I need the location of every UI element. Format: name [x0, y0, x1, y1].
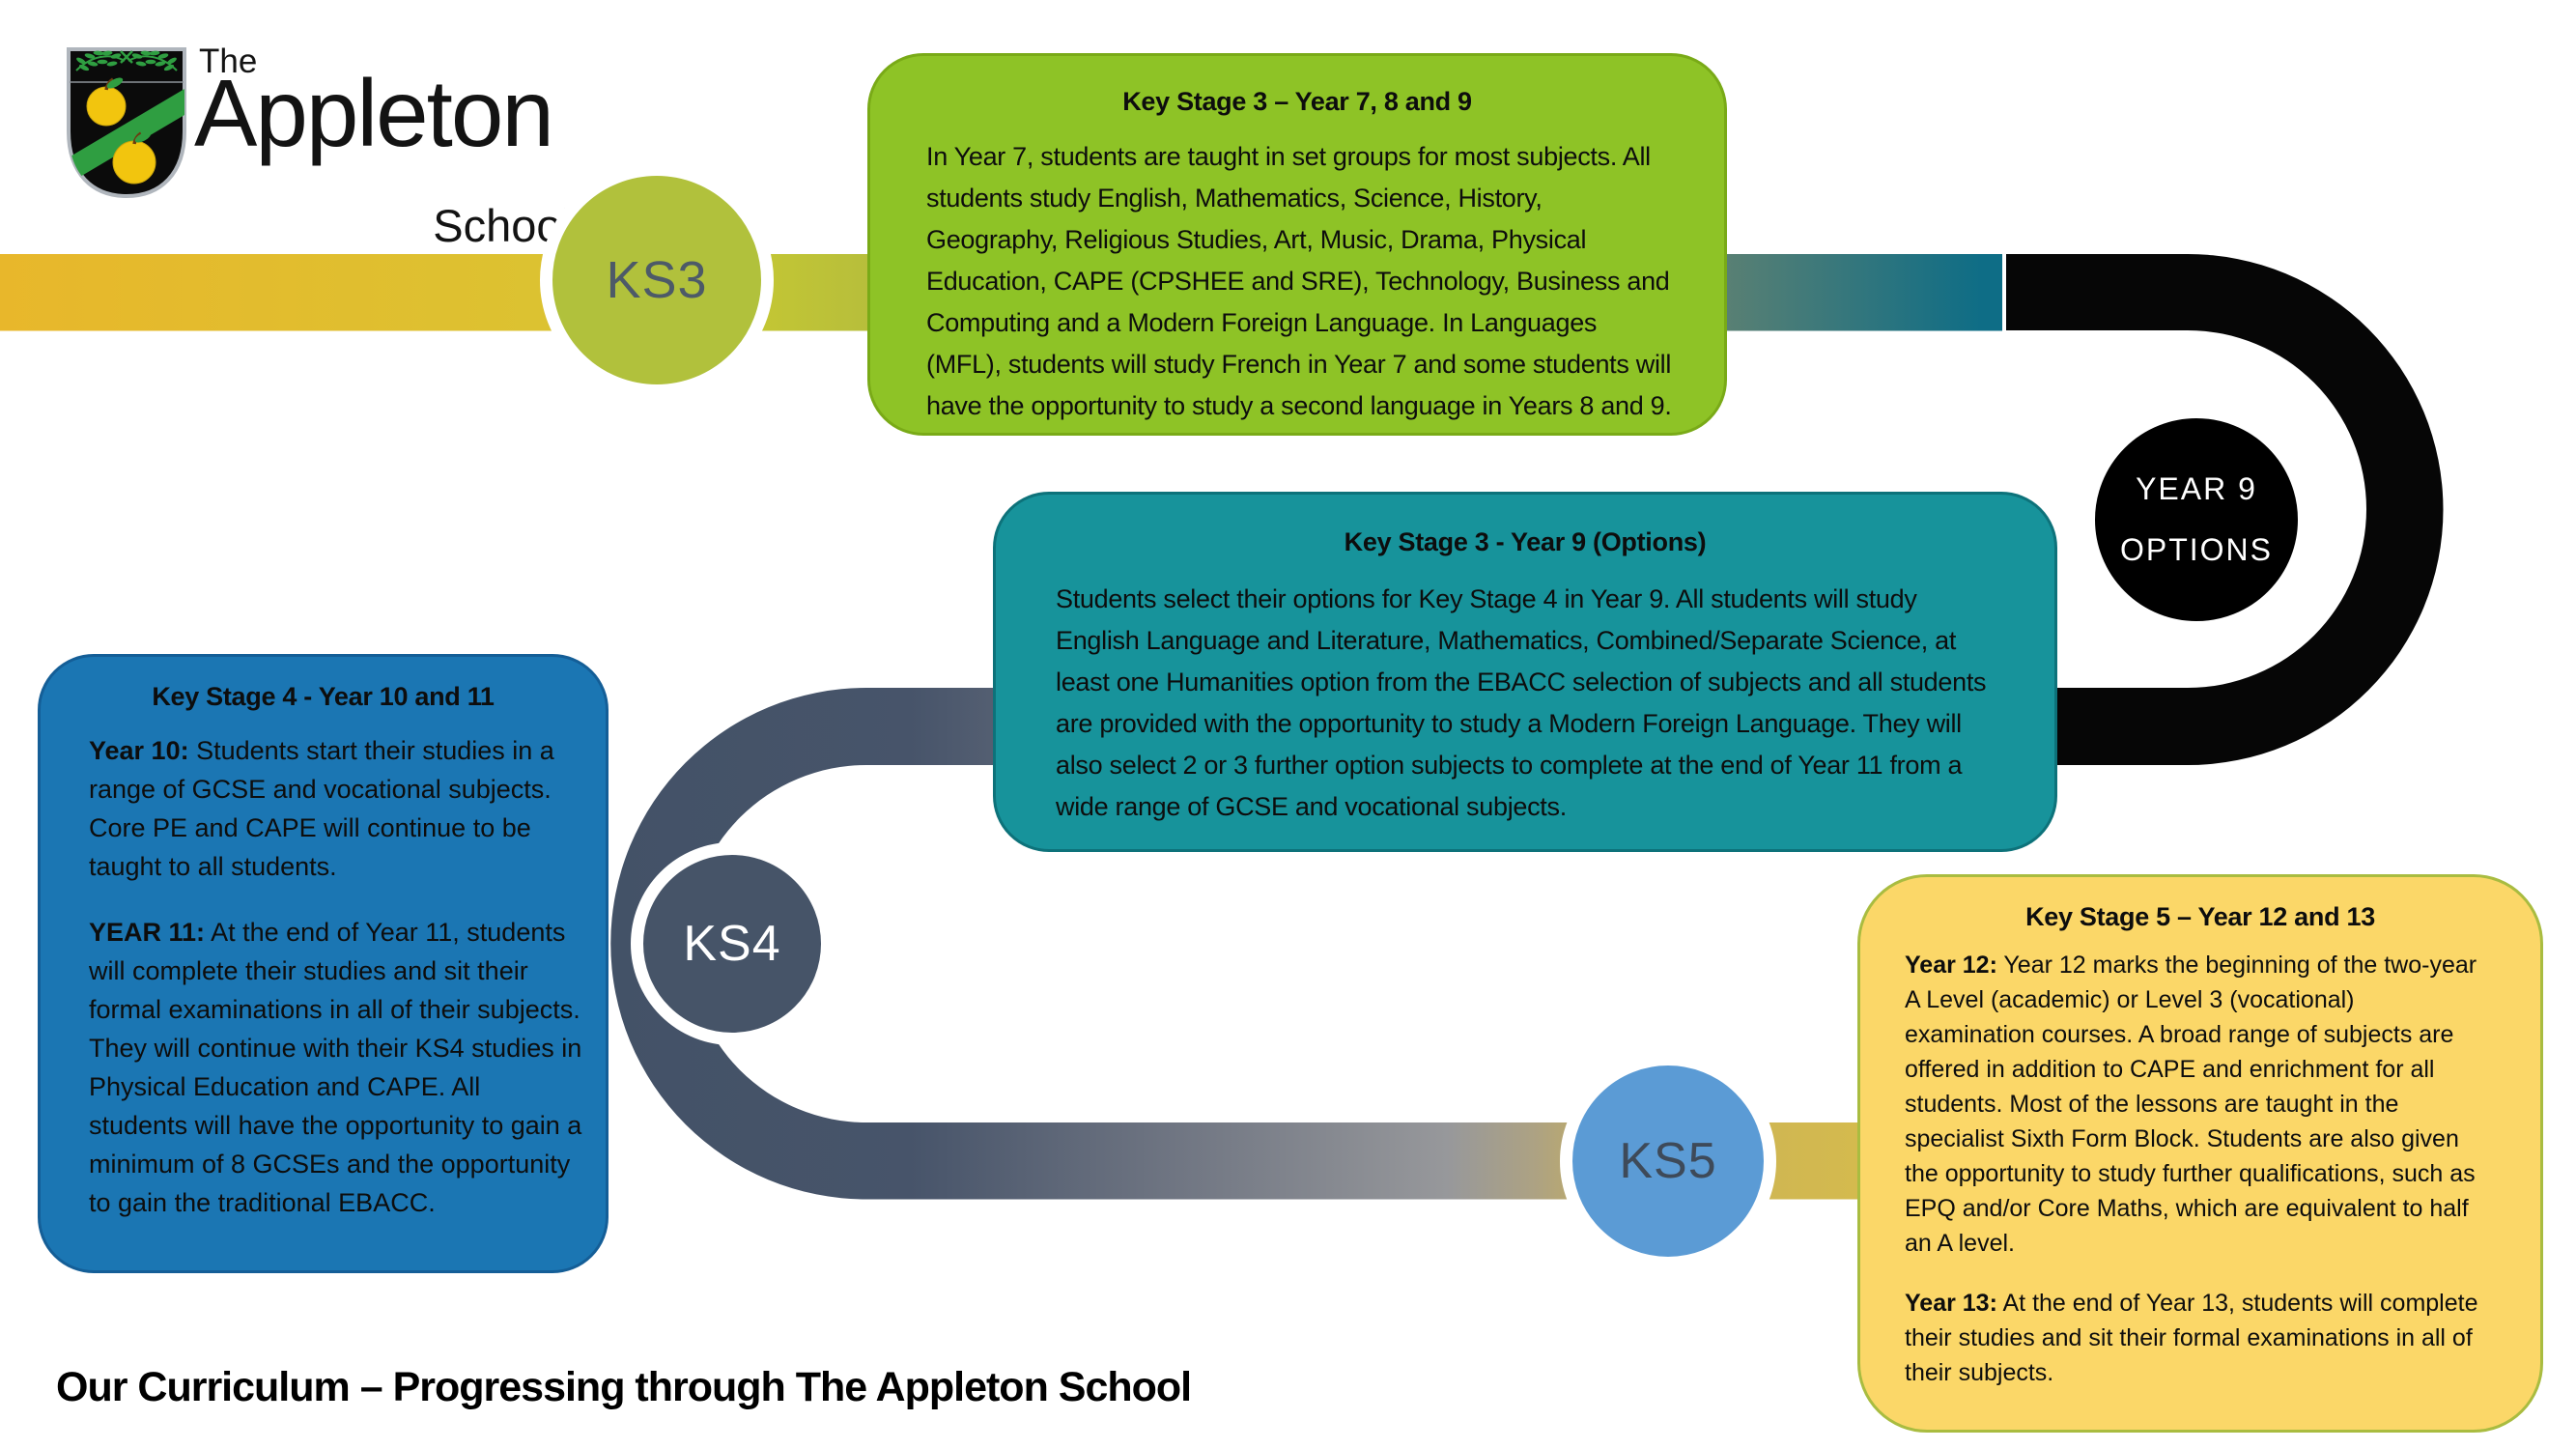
ks3-stage-box: Key Stage 3 – Year 7, 8 and 9 In Year 7,… — [867, 53, 1727, 436]
ks5-year12-text: Year 12 marks the beginning of the two-y… — [1905, 952, 2477, 1257]
ks4-year11-text: At the end of Year 11, students will com… — [89, 918, 582, 1217]
ks3-box-title: Key Stage 3 – Year 7, 8 and 9 — [1122, 87, 1472, 116]
ks5-year13-text: At the end of Year 13, students will com… — [1905, 1290, 2478, 1386]
ks3-node-label: KS3 — [606, 251, 708, 309]
apple-icon — [112, 131, 156, 185]
ks4-stage-box: Key Stage 4 - Year 10 and 11 Year 10: St… — [38, 654, 609, 1273]
ks4-year10-label: Year 10: — [89, 736, 189, 765]
apple-icon — [86, 77, 127, 127]
ks4-year11-label: YEAR 11: — [89, 918, 206, 947]
ks3-node: KS3 — [540, 163, 774, 397]
path-year9-loop — [2006, 254, 2444, 765]
ks4-node: KS4 — [631, 842, 834, 1045]
logo-text-appleton: Appleton — [194, 60, 554, 166]
logo-text-school: School — [433, 200, 572, 251]
page-title: Our Curriculum – Progressing through The… — [56, 1364, 1192, 1410]
ks4-node-label: KS4 — [683, 916, 781, 972]
ks5-box-title: Key Stage 5 – Year 12 and 13 — [2025, 902, 2375, 931]
year9-node-line1: YEAR 9 — [2136, 471, 2257, 506]
ks5-year12-label: Year 12: — [1905, 952, 1997, 979]
ks5-stage-box: Key Stage 5 – Year 12 and 13 Year 12: Ye… — [1857, 874, 2543, 1433]
ks4-box-title: Key Stage 4 - Year 10 and 11 — [152, 682, 495, 711]
year9-box-body: Students select their options for Key St… — [1056, 584, 1987, 821]
ks5-node-label: KS5 — [1619, 1133, 1717, 1189]
year9-node-line2: OPTIONS — [2119, 532, 2273, 567]
ks5-node: KS5 — [1560, 1053, 1776, 1269]
ks4-year10-paragraph: Year 10: Students start their studies in… — [89, 731, 582, 886]
ks5-year13-paragraph: Year 13: At the end of Year 13, students… — [1905, 1286, 2490, 1390]
ks3-box-body: In Year 7, students are taught in set gr… — [926, 142, 1672, 420]
ks5-year13-label: Year 13: — [1905, 1290, 1997, 1317]
ks4-year10-text: Students start their studies in a range … — [89, 736, 554, 881]
year9-box-title: Key Stage 3 - Year 9 (Options) — [1344, 527, 1707, 556]
logo-text-the: The — [199, 43, 258, 80]
ks5-year12-paragraph: Year 12: Year 12 marks the beginning of … — [1905, 948, 2490, 1261]
year9-options-box: Key Stage 3 - Year 9 (Options) Students … — [993, 492, 2057, 852]
ks4-year11-paragraph: YEAR 11: At the end of Year 11, students… — [89, 913, 582, 1222]
school-crest-icon — [67, 47, 186, 199]
year9-options-node: YEAR 9 OPTIONS — [2082, 406, 2310, 634]
